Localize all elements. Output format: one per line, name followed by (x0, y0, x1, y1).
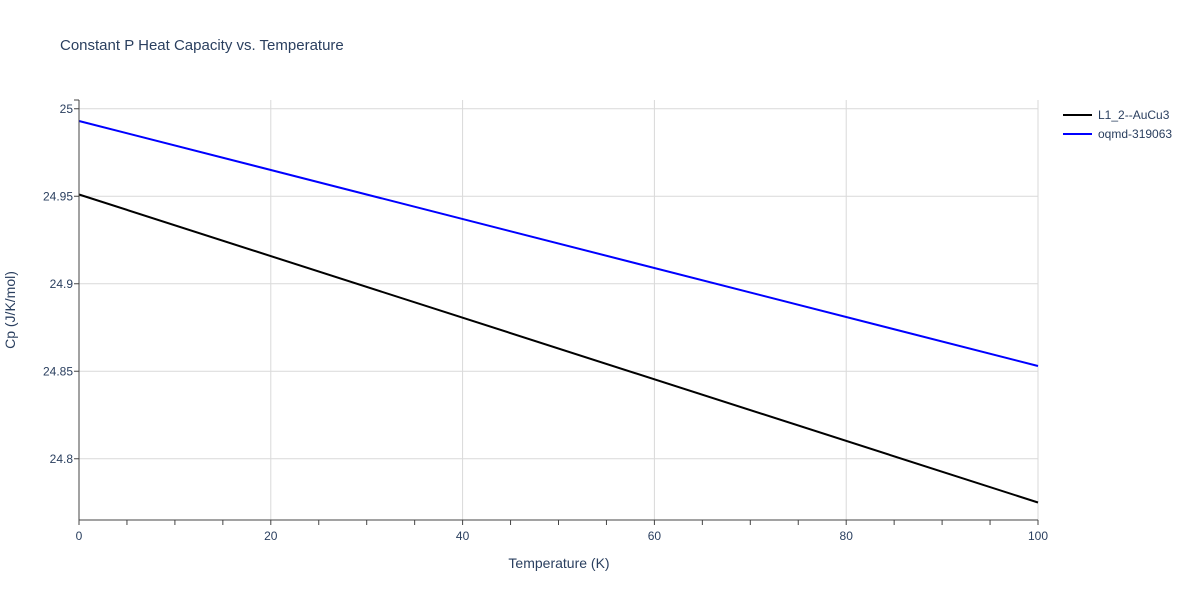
legend-item-label: oqmd-319063 (1098, 127, 1172, 141)
x-tick-label: 60 (648, 529, 662, 543)
x-tick-label: 40 (456, 529, 470, 543)
x-tick-label: 80 (840, 529, 854, 543)
series-line (78, 193, 1039, 504)
series-layer (78, 120, 1039, 504)
x-tick-label: 100 (1028, 529, 1048, 543)
legend-item-label: L1_2--AuCu3 (1098, 108, 1170, 122)
legend: L1_2--AuCu3 oqmd-319063 (1063, 108, 1172, 141)
grid-layer (79, 100, 1039, 520)
y-tick-label: 24.95 (43, 189, 73, 203)
series-line (78, 120, 1039, 367)
x-axis-title: Temperature (K) (508, 555, 609, 571)
y-axis-title: Cp (J/K/mol) (2, 271, 18, 349)
y-tick-label: 25 (60, 102, 74, 116)
x-tick-label: 20 (264, 529, 278, 543)
x-tick-label: 0 (76, 529, 83, 543)
y-tick-label: 24.9 (50, 277, 74, 291)
axes-layer: 0 20 40 60 80 100 24.8 24.85 24.9 24.95 25 (43, 99, 1048, 543)
y-tick-label: 24.85 (43, 364, 73, 378)
chart-title: Constant P Heat Capacity vs. Temperature (60, 37, 344, 54)
y-tick-label: 24.8 (50, 452, 74, 466)
